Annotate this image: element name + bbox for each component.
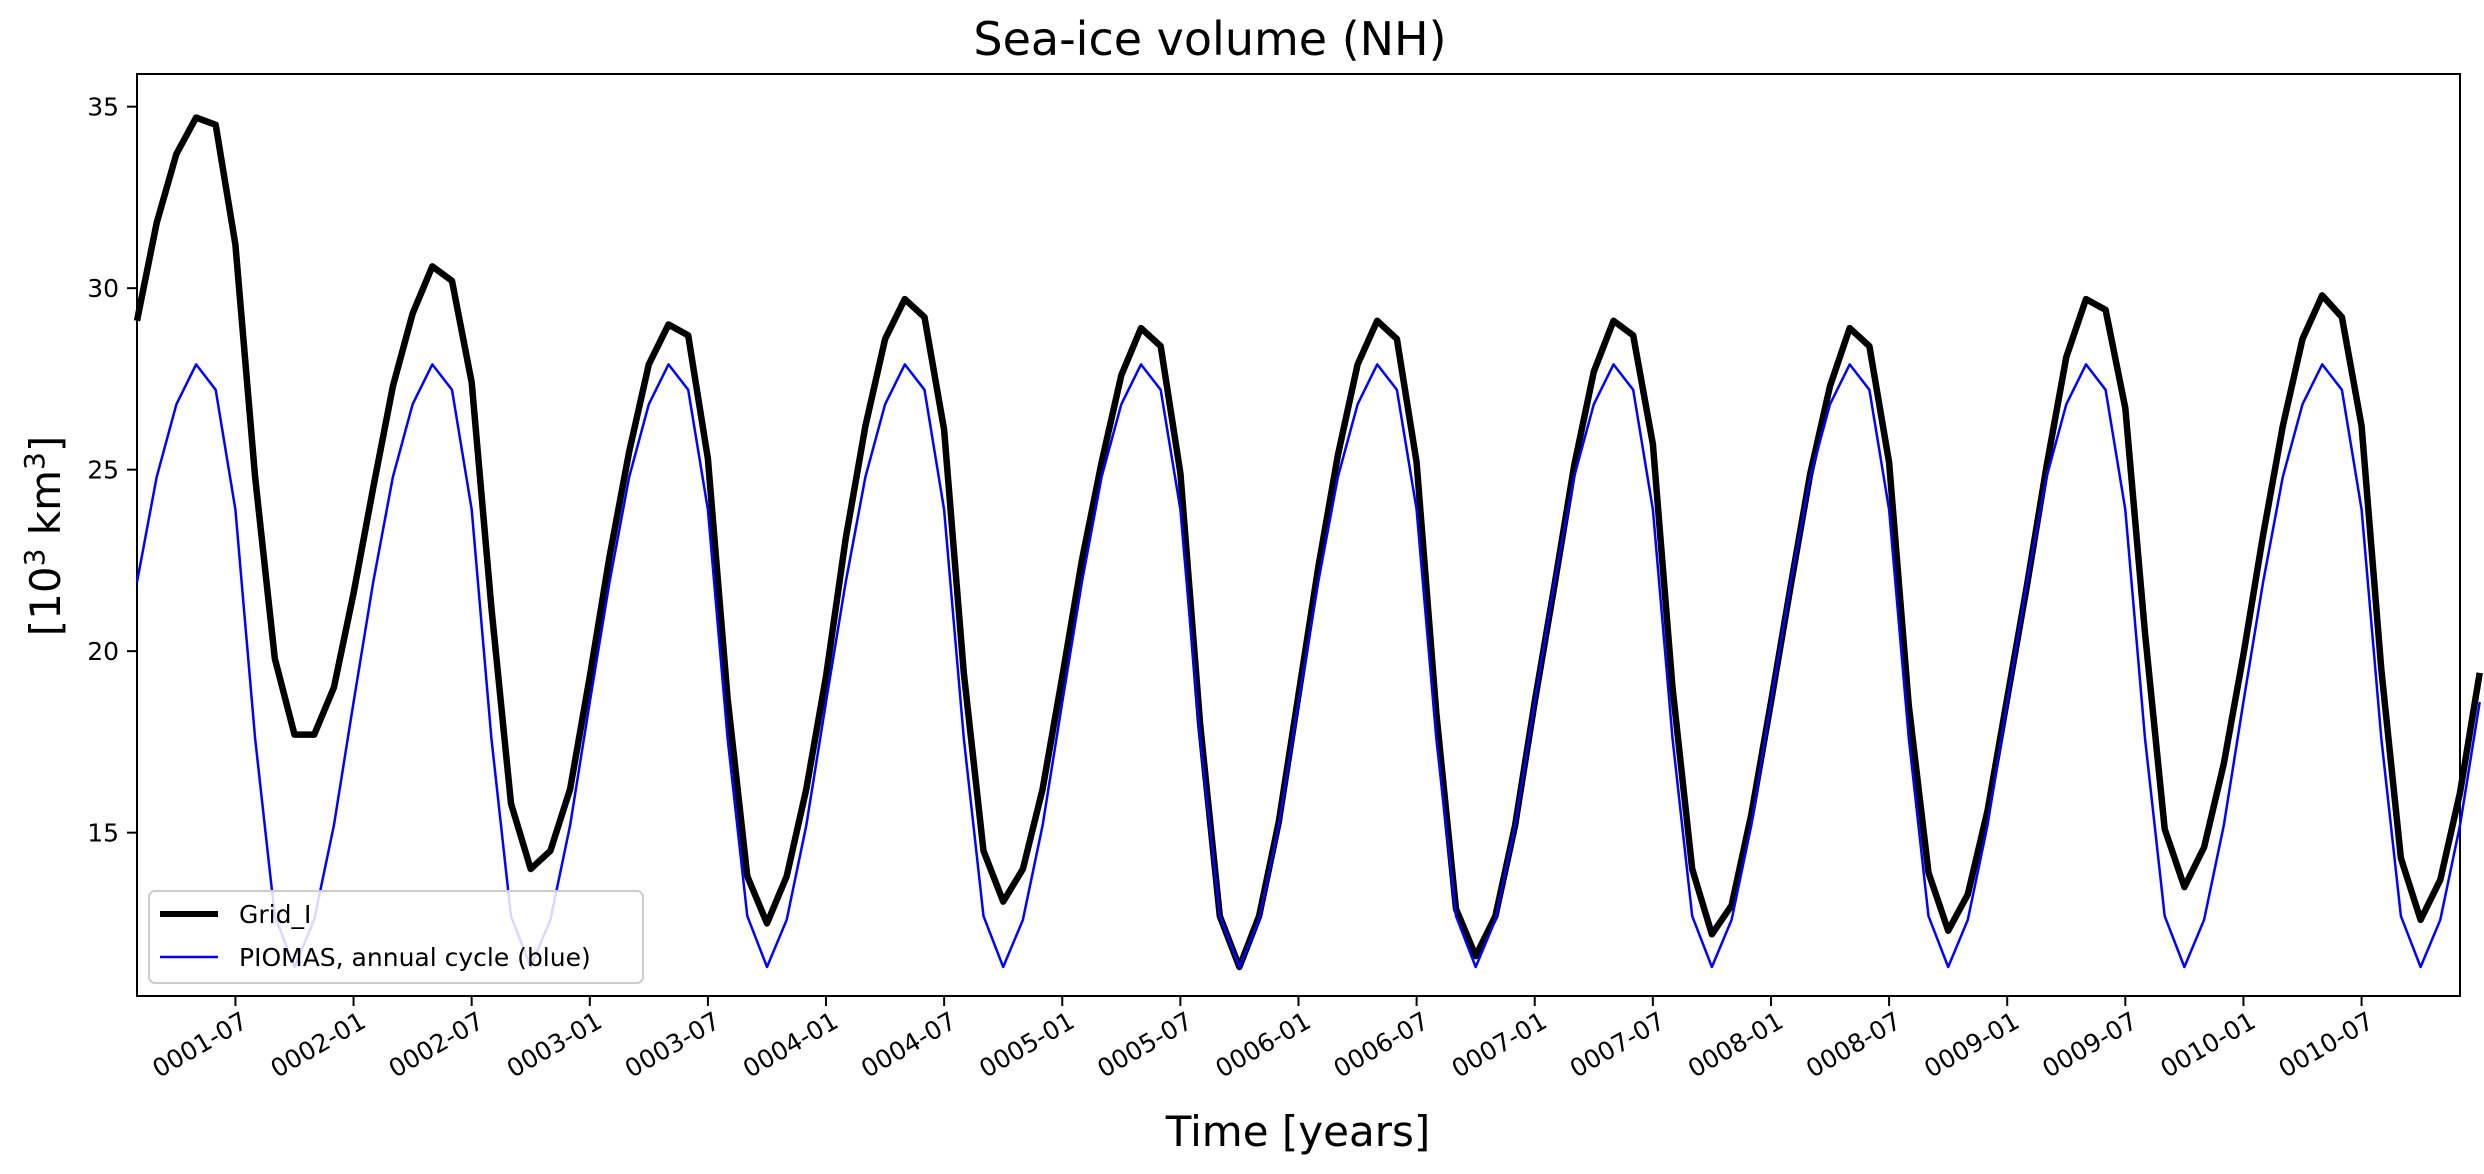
x-tick-label: 0010-01 [2155,1006,2260,1083]
legend-label-grid-i: Grid_I [239,900,311,929]
legend-box [148,890,644,984]
series-line-0 [133,114,2483,971]
y-tick-label: 15 [87,819,119,848]
series-layer [133,114,2483,971]
x-tick-label: 0008-01 [1683,1006,1788,1083]
y-tick-label: 35 [87,93,119,122]
x-tick-label: 0005-07 [1092,1006,1197,1083]
y-axis-label-mid: km [21,470,70,549]
x-tick-label: 0004-01 [738,1006,843,1083]
legend: Grid_I PIOMAS, annual cycle (blue) [148,890,644,984]
x-tick-label: 0008-07 [1801,1006,1906,1083]
y-tick-label: 30 [87,274,119,303]
x-tick-label: 0003-07 [620,1006,725,1083]
x-tick-label: 0003-01 [502,1006,607,1083]
legend-label-piomas: PIOMAS, annual cycle (blue) [239,943,591,972]
x-tick-label: 0004-07 [856,1006,961,1083]
y-axis-label-sup2: 3 [18,452,51,470]
y-axis-ticks: 15 20 25 30 35 [87,93,137,848]
x-axis-label: Time [years] [1165,1107,1431,1156]
x-tick-label: 0007-01 [1447,1006,1552,1083]
y-axis-label-sup: 3 [18,549,51,567]
y-axis-label-base: [10 [21,566,70,636]
x-tick-label: 0006-07 [1329,1006,1434,1083]
x-tick-label: 0007-07 [1565,1006,1670,1083]
y-tick-label: 20 [87,637,119,666]
x-axis-ticks: 0001-07 0002-01 0002-07 0003-01 0003-07 0004-… [147,996,2379,1083]
chart-title: Sea-ice volume (NH) [973,12,1446,66]
y-axis-label-end: ] [21,436,70,452]
x-tick-label: 0010-07 [2274,1006,2379,1083]
x-tick-label: 0002-07 [384,1006,489,1083]
x-tick-label: 0001-07 [147,1006,252,1083]
x-tick-label: 0006-01 [1211,1006,1316,1083]
x-tick-label: 0009-07 [2037,1006,2142,1083]
y-axis-label: [103 km3] [18,436,70,636]
x-tick-label: 0005-01 [974,1006,1079,1083]
x-tick-label: 0009-01 [1919,1006,2024,1083]
y-tick-label: 25 [87,456,119,485]
x-tick-label: 0002-01 [266,1006,371,1083]
